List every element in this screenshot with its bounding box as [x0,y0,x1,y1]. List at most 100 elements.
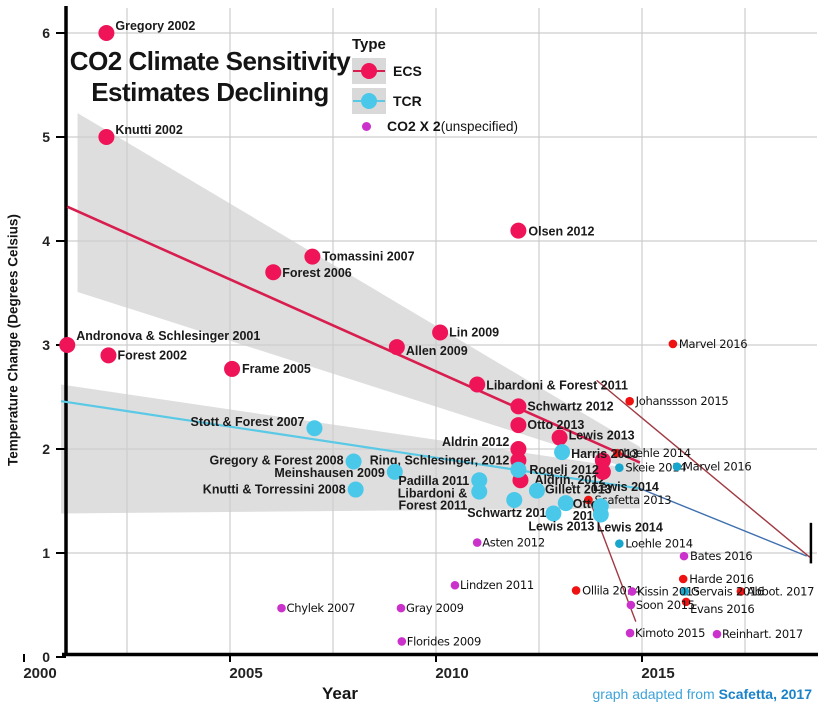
data-point-ecs [681,597,691,607]
point-label: Allen 2009 [406,344,468,358]
x-tick-label: 2010 [435,665,468,682]
point-label: Libardoni & Forest 2011 [486,379,628,393]
data-point-tcr [471,472,488,489]
x-axis-title: Year [322,684,358,703]
point-label: Gregory & Forest 2008 [210,453,344,467]
tcr-projection [639,487,808,557]
data-point-ecs [432,324,449,341]
point-label: Loehle 2014 [623,446,691,460]
point-label: Johanssson 2015 [635,394,729,408]
data-point-co2 [712,629,722,639]
point-label: Lindzen 2011 [460,578,534,592]
y-axis-title: Temperature Change (Degrees Celsius) [5,214,21,466]
point-label: Padilla 2011 [398,474,469,488]
data-point-co2 [627,587,637,596]
data-point-tcr [386,463,403,480]
data-point-ecs [98,25,115,41]
point-label: Lewis 2014 [593,480,659,494]
point-label: Skeie 2014 [625,461,686,475]
data-point-ecs [736,587,746,596]
data-point-co2 [277,603,286,613]
point-label: Olsen 2012 [528,225,594,239]
caption-prefix: graph adapted from [592,686,719,702]
x-tick-label: 2015 [641,665,674,682]
data-point-tcr [471,483,488,500]
data-point-ecs [668,339,678,349]
data-point-ecs [510,398,527,415]
y-tick-label: 0 [42,649,50,665]
point-label: Forest 2011 [398,499,467,513]
data-point-ecs [304,248,321,265]
point-label: Meinshausen 2009 [274,466,385,480]
data-point-tcr [345,453,362,470]
data-point-tcr [680,587,690,596]
legend-label-co2x2: CO2 X 2 [387,118,441,134]
data-point-ecs [625,396,634,406]
tcr-marker-icon [352,87,386,114]
data-point-ecs [594,463,611,480]
data-point-ecs [510,417,527,434]
legend-item-ecs: ECS [352,57,518,84]
data-point-tcr [347,481,364,498]
point-label: Lin 2009 [449,326,499,340]
x-tick-label: 2005 [229,665,262,682]
data-point-co2 [450,580,460,590]
chart-title-line2: Estimates Declining [91,76,329,107]
point-label: Schwartz 2012 [467,506,553,520]
point-label: Aldrin 2012 [442,435,509,449]
point-label: Lewis 2014 [597,521,663,535]
ecs-marker-icon [352,57,386,84]
data-point-tcr [557,495,574,512]
point-label: Ring, Schlesinger, 2012 [370,453,510,467]
point-label: Libardoni & [398,487,467,501]
tcr-trend [60,400,641,490]
source-caption: graph adapted from Scafetta, 2017 [593,686,813,702]
point-label: Knutti & Torressini 2008 [203,483,346,497]
data-point-co2 [397,637,407,646]
caption-source: Scafetta, 2017 [718,686,812,702]
point-label: Andronova & Schlesinger 2001 [76,329,260,343]
point-label: Harde 2016 [689,572,754,586]
data-point-ecs [98,129,115,145]
point-label: Bates 2016 [690,549,752,563]
point-label: Abbot. 2017 [747,584,814,598]
ecs-projection [596,379,811,558]
data-point-ecs [100,347,117,364]
data-point-ecs [388,339,405,356]
data-point-ecs [510,441,527,457]
point-label: Reinhart. 2017 [722,627,803,641]
legend-label-co2x2-suffix: (unspecified) [440,118,518,134]
data-point-co2 [472,538,482,547]
data-point-ecs [469,376,486,393]
point-label: Scafetta 2013 [594,493,671,507]
data-point-ecs [551,429,568,446]
data-point-co2 [626,600,636,610]
point-label: Gray 2009 [406,601,464,615]
y-tick-label: 5 [42,129,50,145]
ecs-trend [66,205,641,464]
data-point-tcr [528,482,545,499]
point-label: Otto 2013 [527,418,584,432]
data-point-ecs [510,222,527,239]
data-point-ecs [594,452,611,469]
ecs-confidence-band [77,113,640,472]
legend-item-co2x2: CO2 X 2 (unspecified) [352,117,518,135]
point-label: Florides 2009 [407,634,481,648]
point-label: Rogelj 2012 [529,463,599,477]
point-label: Otto [573,497,599,511]
y-tick-label: 3 [42,337,50,353]
point-label: Marvel 2016 [679,337,747,351]
y-tick-label: 4 [42,233,50,249]
chart-title: CO2 Climate Sensitivity Estimates Declin… [52,46,368,107]
point-label: Aldrin, 2012 [534,473,605,487]
point-label: Asten 2012 [482,536,545,550]
point-label: Chylek 2007 [287,601,356,615]
data-point-co2 [679,551,689,561]
co2x2-marker-icon [362,121,371,131]
y-tick-label: 2 [42,441,50,457]
x-tick-label: 2000 [23,665,56,682]
data-point-tcr [545,505,562,522]
point-label: Gervais 2016 [691,584,764,598]
